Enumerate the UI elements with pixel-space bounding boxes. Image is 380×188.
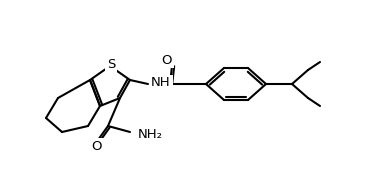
Text: S: S: [107, 58, 115, 70]
Text: NH₂: NH₂: [138, 127, 163, 140]
Text: O: O: [162, 54, 172, 67]
Text: NH: NH: [151, 77, 171, 89]
Text: O: O: [92, 139, 102, 152]
